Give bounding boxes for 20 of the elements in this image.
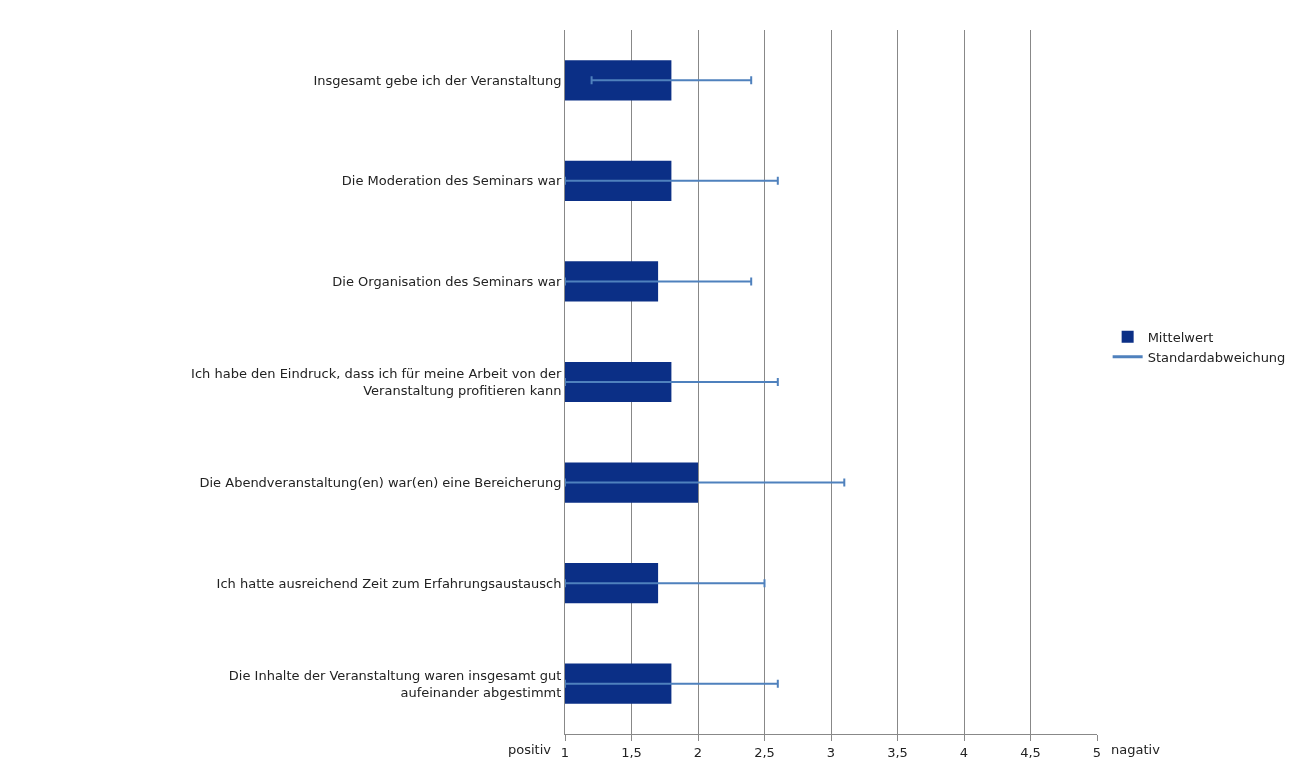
y-tick-label: Die Organisation des Seminars war — [332, 273, 563, 289]
x-tick-label: 2 — [693, 744, 703, 760]
x-tick-label: 1 — [560, 744, 570, 760]
x-tick-label: 3 — [826, 744, 836, 760]
y-tick-label: Insgesamt gebe ich der Veranstaltung — [313, 72, 562, 88]
x-tick-label: 5 — [1092, 744, 1102, 760]
y-tick-label: Ich habe den Eindruck, dass ich für meine Arbeit von der Veranstaltung profitieren kann — [191, 366, 563, 398]
x-tick-label: 3,5 — [887, 744, 908, 760]
legend-label: Standardabweichung — [1147, 349, 1286, 365]
text: nagativ — [1111, 742, 1161, 757]
x-tick-label: 4,5 — [1020, 744, 1041, 760]
y-tick-label: Die Abendveranstaltung(en) war(en) eine Bereicherung — [199, 475, 562, 491]
y-tick-label: Die Inhalte der Veranstaltung waren insgesamt gut aufeinander abgestimmt — [228, 667, 562, 700]
x-tick-label: 2,5 — [754, 744, 775, 760]
text: positiv — [508, 742, 552, 757]
legend-label: Mittelwert — [1147, 329, 1214, 345]
x-tick-label: 4 — [959, 744, 969, 760]
y-tick-label: Ich hatte ausreichend Zeit zum Erfahrungsaustausch — [216, 575, 562, 591]
y-tick-label: Die Moderation des Seminars war — [341, 173, 563, 189]
x-tick-label: 1,5 — [621, 744, 642, 760]
